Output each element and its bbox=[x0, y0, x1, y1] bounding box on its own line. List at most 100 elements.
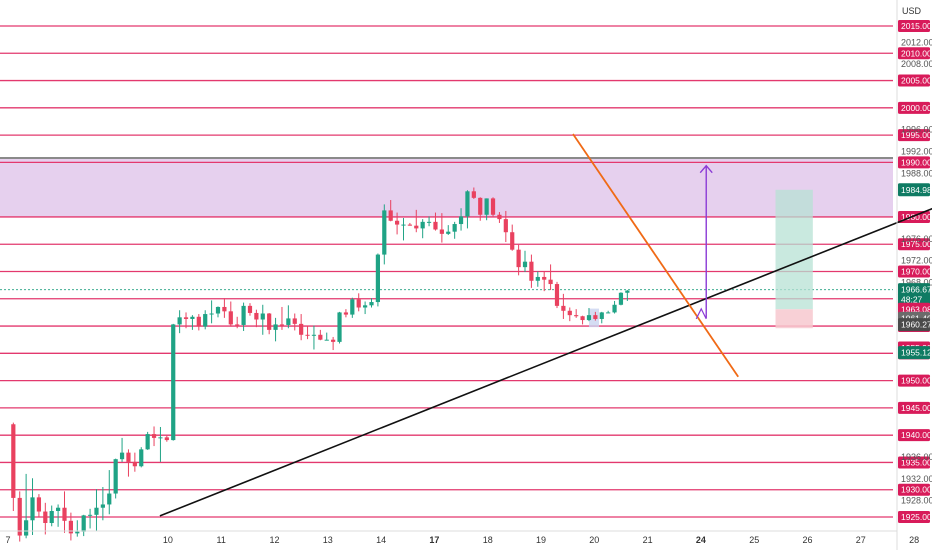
price-badge bbox=[898, 292, 930, 306]
level-label: 1975.00 bbox=[901, 239, 932, 249]
level-badge bbox=[898, 265, 930, 278]
entry-chevron-icon bbox=[695, 307, 707, 320]
target-arrow-head bbox=[699, 164, 713, 174]
level-badge bbox=[898, 429, 930, 442]
candle-body bbox=[414, 225, 419, 229]
candle-body bbox=[618, 292, 624, 305]
price-badge-label: 1955.12 bbox=[901, 348, 932, 358]
ascending-trendline bbox=[159, 207, 932, 517]
level-badge bbox=[898, 374, 930, 387]
candle-body bbox=[324, 339, 329, 341]
level-badge bbox=[898, 129, 930, 142]
candle-body bbox=[401, 224, 406, 226]
candle-body bbox=[273, 324, 278, 330]
y-tick-label: 1988.00 bbox=[901, 168, 932, 178]
level-badge bbox=[898, 101, 930, 114]
x-tick-label: 17 bbox=[429, 535, 439, 545]
level-label: 1990.00 bbox=[901, 157, 932, 167]
x-tick-label: 10 bbox=[163, 535, 173, 545]
candle-body bbox=[222, 306, 227, 312]
level-label: 2000.00 bbox=[901, 103, 932, 113]
candle-body bbox=[433, 221, 438, 230]
level-badge bbox=[898, 74, 930, 87]
y-tick-label: 2008.00 bbox=[901, 59, 932, 69]
candle-body bbox=[625, 290, 630, 293]
candle-body bbox=[177, 317, 182, 325]
price-badge-label: 1984.98 bbox=[901, 185, 932, 195]
candle-body bbox=[247, 305, 253, 313]
candle-body bbox=[94, 507, 99, 515]
price-badge bbox=[898, 183, 930, 197]
supply-zone bbox=[0, 158, 893, 217]
descending-trendline bbox=[572, 133, 739, 378]
y-tick-label: 1992.00 bbox=[901, 146, 932, 156]
level-label: 1940.00 bbox=[901, 430, 932, 440]
candle-body bbox=[209, 313, 214, 315]
y-tick-label: 1996.00 bbox=[901, 125, 932, 135]
price-badge-label: 1963.08 bbox=[901, 304, 932, 314]
candle-body bbox=[516, 249, 521, 268]
candle-body bbox=[228, 311, 233, 325]
candle-body bbox=[484, 198, 489, 215]
candle-body bbox=[535, 276, 540, 281]
candle-body bbox=[305, 334, 310, 336]
candle-body bbox=[311, 334, 317, 336]
candle-body bbox=[388, 210, 393, 221]
candle-body bbox=[510, 232, 515, 250]
level-label: 2015.00 bbox=[901, 21, 932, 31]
position-stop-zone bbox=[775, 309, 813, 329]
level-label: 1950.00 bbox=[901, 376, 932, 386]
candle-body bbox=[580, 316, 585, 321]
candle-body bbox=[56, 507, 61, 511]
y-tick-label: 1932.00 bbox=[901, 474, 932, 484]
candle-body bbox=[471, 191, 476, 198]
candle-body bbox=[190, 316, 195, 319]
candle-body bbox=[267, 313, 272, 330]
candle-body bbox=[420, 221, 425, 229]
level-label: 1970.00 bbox=[901, 267, 932, 277]
x-tick-label: 28 bbox=[909, 535, 919, 545]
candle-body bbox=[81, 515, 86, 532]
x-tick-label: 27 bbox=[856, 535, 866, 545]
price-badge-label: 1960.27 bbox=[901, 320, 932, 330]
candle-body bbox=[87, 514, 93, 516]
candle-body bbox=[331, 339, 336, 342]
level-badge bbox=[898, 456, 930, 469]
candle-body bbox=[17, 497, 22, 536]
candle-body bbox=[107, 493, 112, 505]
level-label: 1935.00 bbox=[901, 457, 932, 467]
candle-body bbox=[599, 312, 604, 319]
candle-body bbox=[126, 452, 131, 462]
x-tick-label: 25 bbox=[749, 535, 759, 545]
x-tick-label: 13 bbox=[323, 535, 333, 545]
candle-body bbox=[407, 224, 412, 226]
candle-body bbox=[68, 520, 73, 534]
candle-body bbox=[497, 214, 502, 220]
candle-body bbox=[337, 312, 342, 342]
candle-body bbox=[529, 261, 534, 281]
candle-body bbox=[586, 315, 592, 321]
y-tick-label: 1928.00 bbox=[901, 496, 932, 506]
candle-body bbox=[503, 219, 508, 233]
candle-body bbox=[36, 497, 42, 512]
position-profit-zone bbox=[775, 189, 813, 310]
candle-body bbox=[343, 312, 349, 315]
level-label: 1945.00 bbox=[901, 403, 932, 413]
candle-body bbox=[439, 229, 444, 234]
candle-body bbox=[24, 520, 29, 536]
candle-body bbox=[145, 434, 150, 450]
candle-body bbox=[522, 261, 528, 268]
x-tick-label: 19 bbox=[536, 535, 546, 545]
x-tick-label: 14 bbox=[376, 535, 386, 545]
currency-label: USD bbox=[902, 6, 922, 16]
candle-body bbox=[593, 315, 598, 319]
candle-body bbox=[458, 216, 464, 225]
price-badge bbox=[898, 346, 930, 360]
x-tick-label: 11 bbox=[217, 535, 226, 545]
price-badge-label: 48:27 bbox=[901, 294, 923, 304]
level-label: 2010.00 bbox=[901, 48, 932, 58]
candle-body bbox=[542, 276, 547, 280]
candle-body bbox=[235, 324, 240, 326]
x-tick-label: 12 bbox=[269, 535, 279, 545]
